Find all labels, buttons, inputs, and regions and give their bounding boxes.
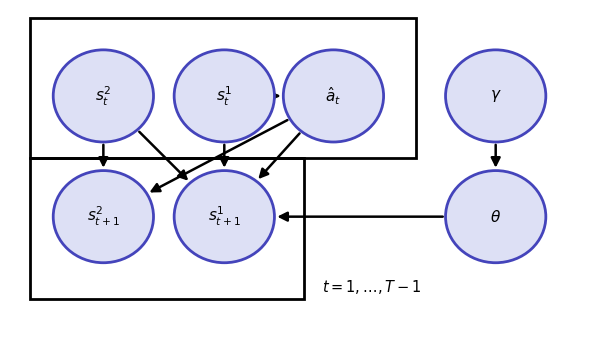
Ellipse shape bbox=[445, 50, 546, 142]
Bar bbox=[29, 18, 416, 158]
Ellipse shape bbox=[445, 171, 546, 263]
Ellipse shape bbox=[174, 171, 275, 263]
Text: $\gamma$: $\gamma$ bbox=[490, 88, 501, 104]
Ellipse shape bbox=[284, 50, 383, 142]
Ellipse shape bbox=[174, 50, 275, 142]
Text: $s_{t+1}^1$: $s_{t+1}^1$ bbox=[208, 205, 241, 228]
Text: $s_t^2$: $s_t^2$ bbox=[95, 84, 111, 107]
Text: $s_{t+1}^2$: $s_{t+1}^2$ bbox=[87, 205, 120, 228]
Text: $s_t^1$: $s_t^1$ bbox=[216, 84, 232, 107]
Bar bbox=[29, 158, 304, 299]
Text: $t = 1, \ldots, T-1$: $t = 1, \ldots, T-1$ bbox=[321, 278, 421, 296]
Ellipse shape bbox=[53, 171, 154, 263]
Text: $\theta$: $\theta$ bbox=[490, 209, 501, 225]
Ellipse shape bbox=[53, 50, 154, 142]
Text: $\hat{a}_t$: $\hat{a}_t$ bbox=[326, 85, 341, 107]
